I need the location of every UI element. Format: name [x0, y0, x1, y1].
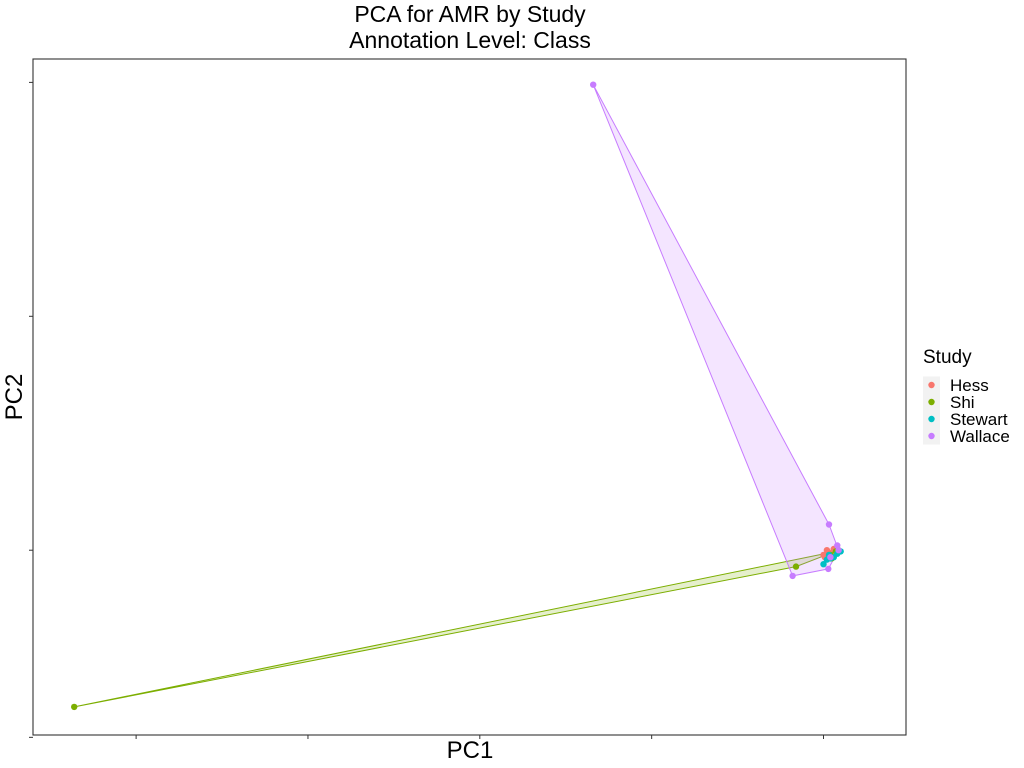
- chart-title: PCA for AMR by Study: [354, 1, 586, 27]
- point-shi-0: [71, 703, 78, 711]
- point-shi-1: [792, 563, 800, 570]
- legend-label-wallace: Wallace: [950, 427, 1010, 446]
- legend-title: Study: [923, 347, 972, 368]
- point-wallace-4: [825, 565, 832, 573]
- legend-label-stewart: Stewart: [950, 410, 1008, 429]
- y-axis-label: PC2: [1, 374, 28, 421]
- legend-key-hess: [928, 381, 935, 389]
- plot-panel-border: [32, 58, 907, 736]
- x-axis-label: PC1: [447, 737, 494, 764]
- legend-key-wallace: [928, 432, 935, 440]
- point-wallace-6: [827, 554, 834, 561]
- hull-wallace: [592, 84, 840, 577]
- point-wallace-3: [835, 547, 842, 554]
- chart-subtitle: Annotation Level: Class: [349, 27, 591, 53]
- point-wallace-5: [789, 572, 796, 580]
- legend-key-stewart: [928, 415, 935, 423]
- legend-label-hess: Hess: [950, 376, 989, 395]
- legend-label-shi: Shi: [950, 393, 975, 412]
- axis-ticks: [29, 81, 825, 739]
- hull-shi: [74, 549, 839, 708]
- plot-area: [71, 81, 844, 711]
- point-wallace-0: [590, 81, 597, 88]
- point-wallace-1: [825, 521, 833, 528]
- legend-key-shi: [928, 398, 935, 406]
- point-stewart-0: [820, 561, 827, 568]
